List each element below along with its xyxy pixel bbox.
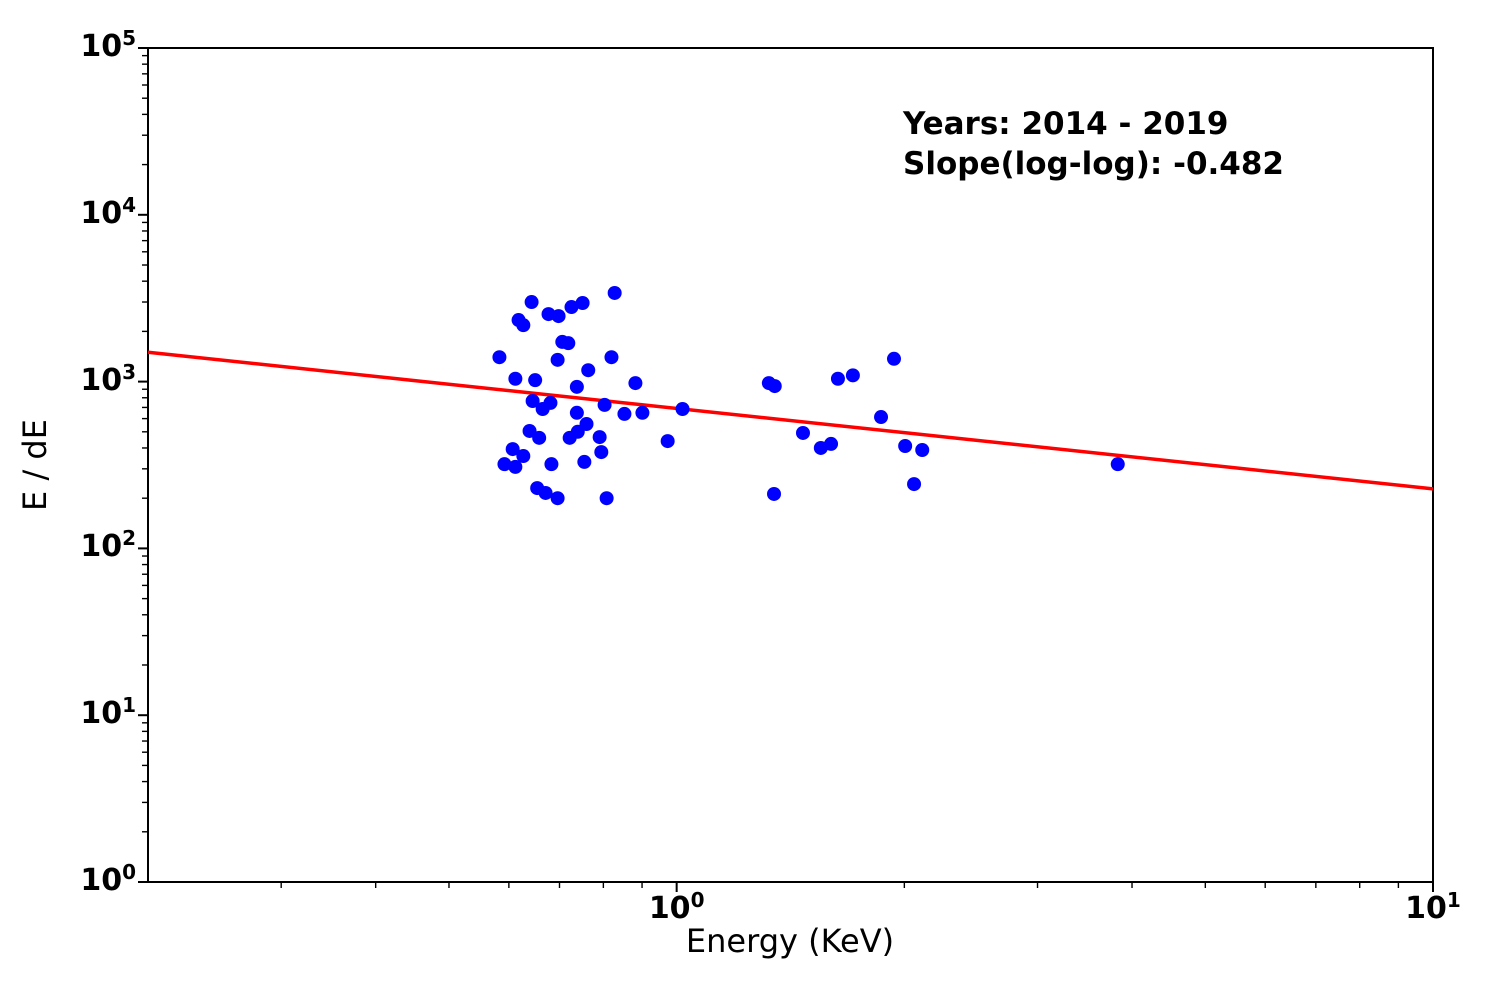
data-point xyxy=(575,295,590,310)
data-point xyxy=(535,402,550,417)
data-point xyxy=(544,457,559,472)
data-point xyxy=(607,285,622,300)
data-point xyxy=(550,491,565,506)
data-point xyxy=(604,350,619,365)
annotation-years-line: Years: 2014 - 2019 xyxy=(903,106,1229,142)
data-point xyxy=(538,485,553,500)
data-point xyxy=(599,491,614,506)
data-point xyxy=(497,457,512,472)
x-tick-label: 101 xyxy=(1405,888,1461,926)
data-point xyxy=(594,445,609,460)
y-tick-label: 105 xyxy=(80,26,136,64)
y-tick-label: 103 xyxy=(80,359,136,398)
data-point xyxy=(907,477,922,492)
data-point xyxy=(874,410,889,425)
data-point xyxy=(592,430,607,445)
data-point xyxy=(564,300,579,315)
data-point xyxy=(516,318,531,333)
data-point xyxy=(1110,457,1125,472)
data-point xyxy=(824,436,839,451)
data-point xyxy=(628,376,643,391)
x-tick-label: 100 xyxy=(648,888,705,926)
data-point xyxy=(561,336,576,351)
data-point xyxy=(508,459,523,474)
data-point xyxy=(617,406,632,421)
data-point xyxy=(522,423,537,438)
data-point xyxy=(915,442,930,457)
data-point xyxy=(525,394,540,409)
data-point xyxy=(532,430,547,445)
y-tick-label: 102 xyxy=(80,526,136,565)
axes-spines xyxy=(147,47,1434,883)
data-point xyxy=(550,352,565,367)
data-point xyxy=(767,486,782,501)
y-tick-label: 104 xyxy=(80,192,136,231)
data-point xyxy=(767,379,782,394)
data-point xyxy=(581,363,596,378)
data-point xyxy=(528,373,543,388)
data-point xyxy=(516,449,531,464)
data-point xyxy=(508,371,523,386)
data-point xyxy=(551,309,566,324)
data-point xyxy=(577,454,592,469)
data-point xyxy=(675,402,690,417)
y-tick-label: 100 xyxy=(80,860,136,898)
data-point xyxy=(898,439,913,454)
data-point xyxy=(660,434,675,449)
data-point xyxy=(569,379,584,394)
data-point xyxy=(524,295,539,310)
data-point xyxy=(886,351,901,366)
data-point xyxy=(635,405,650,420)
data-point xyxy=(845,368,860,383)
data-point xyxy=(569,405,584,420)
annotation-slope-line: Slope(log-log): -0.482 xyxy=(903,146,1285,182)
data-point xyxy=(795,425,810,440)
data-point xyxy=(505,442,520,457)
data-point xyxy=(830,371,845,386)
annotation-box: Years: 2014 - 2019 Slope(log-log): -0.48… xyxy=(903,104,1284,184)
x-axis-label: Energy (KeV) xyxy=(685,922,895,960)
fit-line xyxy=(147,350,1434,491)
data-point xyxy=(597,397,612,412)
data-point xyxy=(562,430,577,445)
y-tick-label: 101 xyxy=(80,693,136,732)
data-point xyxy=(492,350,507,365)
